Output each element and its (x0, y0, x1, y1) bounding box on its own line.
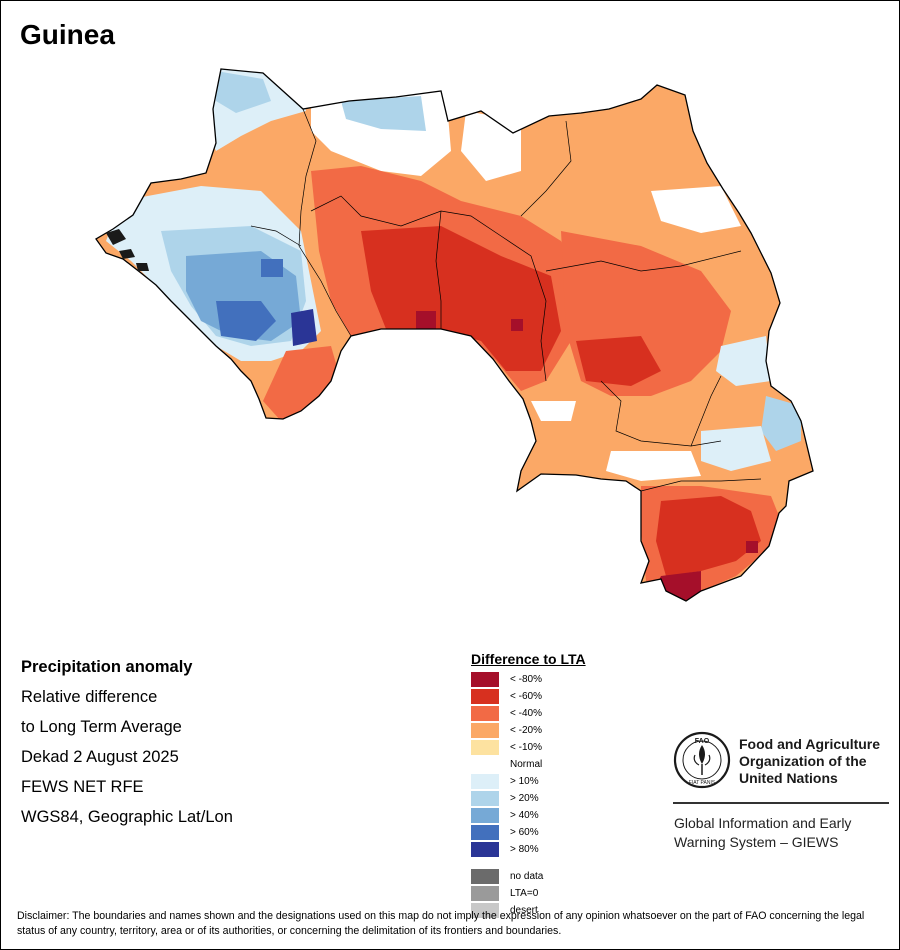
legend-item: < -40% (471, 705, 586, 722)
north-east-normal-area (651, 186, 741, 233)
west-extreme-wet-patch (291, 309, 317, 346)
legend-swatch (471, 706, 499, 721)
fao-name-line-2: Organization of the (739, 753, 867, 769)
legend-label: < -10% (510, 742, 542, 753)
giews-line-1: Global Information and Early (674, 815, 852, 831)
legend-label: > 60% (510, 827, 539, 838)
legend-extra-item: no data (471, 868, 586, 885)
central-extreme-deficit-patch (416, 311, 436, 329)
legend-label: LTA=0 (510, 888, 539, 899)
fao-name-line-3: United Nations (739, 770, 838, 786)
south-east-extreme-deficit-patch (746, 541, 758, 553)
north-west-wet-core (216, 71, 271, 113)
legend-extra-items: no data LTA=0 desert (471, 868, 586, 919)
legend-item: < -20% (471, 722, 586, 739)
legend-item: > 80% (471, 841, 586, 858)
legend-extra-swatch (471, 903, 499, 918)
east-wet-patch-2 (701, 426, 771, 471)
legend-extra-item: LTA=0 (471, 885, 586, 902)
legend-label: Normal (510, 759, 543, 770)
south-central-normal-patch (531, 401, 576, 421)
coastal-islands (106, 229, 149, 271)
precipitation-anomaly-map (95, 68, 814, 602)
legend-label: < -40% (510, 708, 542, 719)
legend-swatch (471, 740, 499, 755)
giews-name: Global Information and Early Warning Sys… (674, 814, 851, 852)
fao-name: Food and Agriculture Organization of the… (739, 736, 880, 787)
legend-item: > 10% (471, 773, 586, 790)
legend-label: no data (510, 871, 544, 882)
east-wet-patch (716, 336, 771, 386)
west-wet-patch (261, 259, 283, 277)
legend-extra-item: desert (471, 902, 586, 919)
legend-swatch (471, 825, 499, 840)
legend-item: > 40% (471, 807, 586, 824)
west-very-wet-zone (216, 301, 276, 341)
legend-swatch (471, 672, 499, 687)
legend-label: < -20% (510, 725, 542, 736)
legend-swatch (471, 774, 499, 789)
giews-line-2: Warning System – GIEWS (674, 834, 839, 850)
fao-logo-letters: FAO (695, 738, 710, 745)
map-info: Precipitation anomaly Relative differenc… (21, 656, 233, 836)
legend-swatch (471, 791, 499, 806)
legend-label: < -60% (510, 691, 542, 702)
fao-logo-icon: FAO FIAT PANIS (673, 731, 731, 789)
legend-item: > 60% (471, 824, 586, 841)
north-central-wet-area (341, 96, 426, 131)
info-line-1: Relative difference (21, 688, 158, 706)
central-strong-deficit-area (361, 226, 561, 371)
info-line-5: WGS84, Geographic Lat/Lon (21, 808, 233, 826)
info-line-2: to Long Term Average (21, 718, 182, 736)
legend-swatch (471, 689, 499, 704)
south-normal-area (606, 451, 701, 481)
fao-divider (673, 802, 889, 804)
legend-swatch (471, 842, 499, 857)
legend-label: < -80% (510, 674, 542, 685)
central-extreme-deficit-patch-2 (511, 319, 523, 331)
south-west-dry-area (263, 346, 341, 421)
legend-items: < -80% < -60% < -40% < -20% < -10% Norma… (471, 671, 586, 858)
legend-item: > 20% (471, 790, 586, 807)
legend-label: > 10% (510, 776, 539, 787)
map-legend: Difference to LTA < -80% < -60% < -40% <… (471, 651, 586, 919)
fao-logo-motto: FIAT PANIS (689, 780, 716, 786)
map-title: Guinea (20, 19, 115, 50)
info-line-4: FEWS NET RFE (21, 778, 144, 796)
legend-swatch (471, 757, 499, 772)
legend-item: < -60% (471, 688, 586, 705)
disclaimer: Disclaimer: The boundaries and names sho… (17, 910, 865, 937)
legend-item: < -10% (471, 739, 586, 756)
legend-item: Normal (471, 756, 586, 773)
anomaly-raster (96, 69, 813, 601)
legend-extra-swatch (471, 869, 499, 884)
east-border-wet-patch (761, 396, 801, 451)
east-strong-deficit-area (576, 336, 661, 386)
south-east-strong-deficit-area (656, 496, 761, 576)
legend-extra-swatch (471, 886, 499, 901)
admin-boundaries (250, 108, 762, 492)
legend-label: > 40% (510, 810, 539, 821)
legend-swatch (471, 723, 499, 738)
fao-name-line-1: Food and Agriculture (739, 736, 881, 752)
legend-label: > 80% (510, 844, 539, 855)
legend-item: < -80% (471, 671, 586, 688)
info-heading: Precipitation anomaly (21, 658, 193, 676)
legend-swatch (471, 808, 499, 823)
info-line-3: Dekad 2 August 2025 (21, 748, 179, 766)
legend-title: Difference to LTA (471, 651, 586, 667)
legend-label: > 20% (510, 793, 539, 804)
legend-gap (471, 858, 586, 868)
legend-label: desert (510, 905, 538, 916)
